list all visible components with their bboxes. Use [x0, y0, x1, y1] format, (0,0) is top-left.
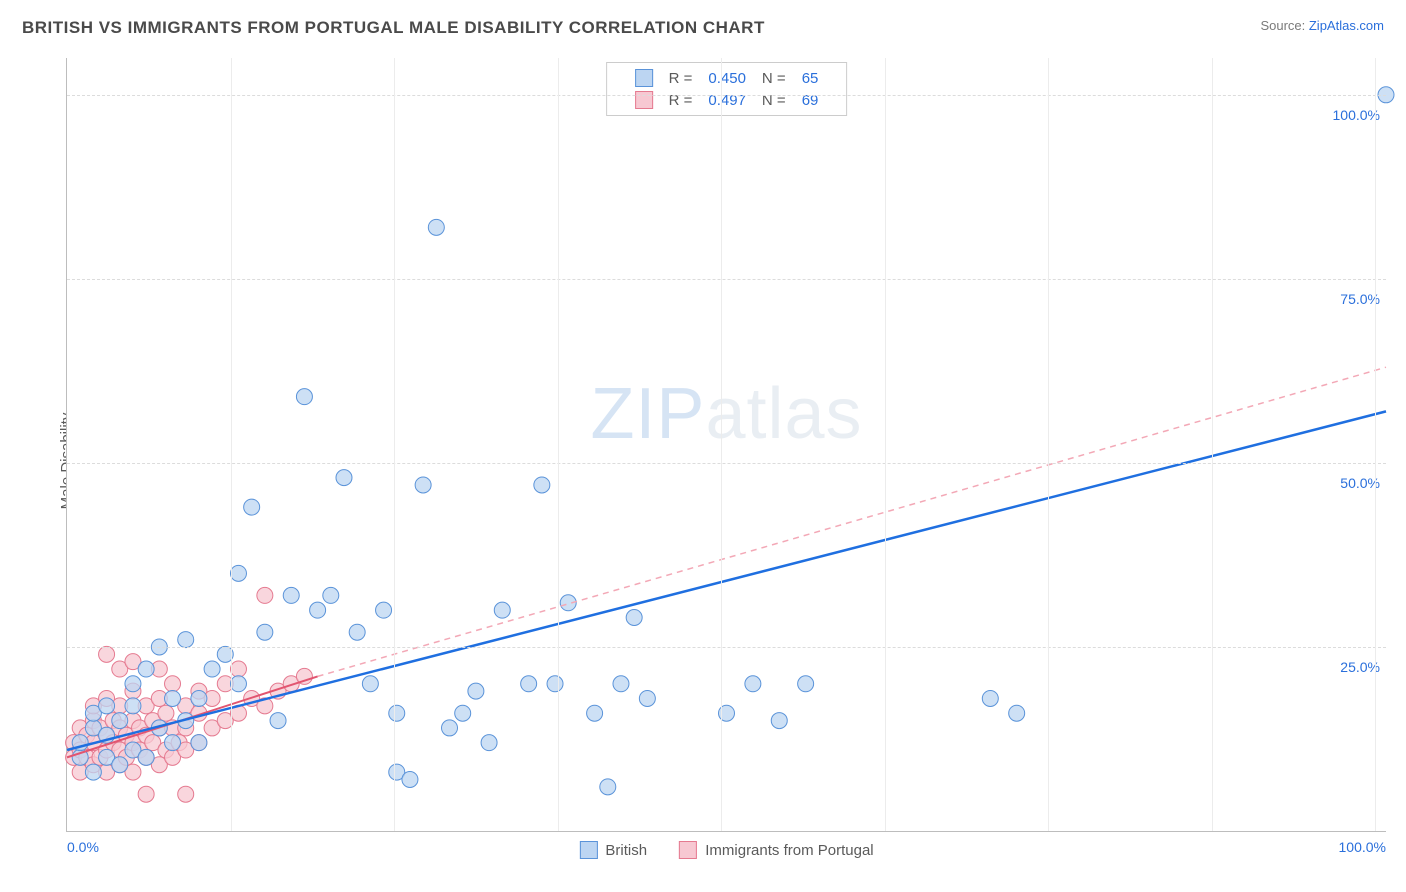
- source-credit: Source: ZipAtlas.com: [1260, 18, 1384, 38]
- plot-area: ZIPatlas R = 0.450 N = 65 R = 0.497 N = …: [66, 58, 1386, 832]
- n-label: N =: [754, 67, 794, 89]
- legend-label-british: British: [605, 842, 647, 859]
- legend-swatch-british: [579, 841, 597, 859]
- r-value-british: 0.450: [700, 67, 754, 89]
- r-label: R =: [661, 89, 701, 111]
- r-label: R =: [661, 67, 701, 89]
- source-prefix: Source:: [1260, 18, 1308, 33]
- x-tick-label: 100.0%: [1339, 839, 1386, 855]
- legend-swatch-british: [635, 69, 653, 87]
- y-tick-label: 50.0%: [1340, 475, 1380, 491]
- legend-swatch-portugal: [635, 91, 653, 109]
- n-value-portugal: 69: [794, 89, 827, 111]
- y-tick-label: 75.0%: [1340, 291, 1380, 307]
- legend-swatch-portugal: [679, 841, 697, 859]
- r-value-portugal: 0.497: [700, 89, 754, 111]
- plot-svg: [67, 58, 1386, 831]
- y-tick-label: 100.0%: [1333, 107, 1380, 123]
- chart-container: Male Disability ZIPatlas R = 0.450 N = 6…: [20, 48, 1386, 874]
- legend-series: British Immigrants from Portugal: [565, 841, 887, 863]
- n-value-british: 65: [794, 67, 827, 89]
- legend-label-portugal: Immigrants from Portugal: [705, 842, 873, 859]
- source-link[interactable]: ZipAtlas.com: [1309, 18, 1384, 33]
- legend-stats: R = 0.450 N = 65 R = 0.497 N = 69: [606, 62, 848, 116]
- n-label: N =: [754, 89, 794, 111]
- chart-title: BRITISH VS IMMIGRANTS FROM PORTUGAL MALE…: [22, 18, 765, 38]
- x-tick-label: 0.0%: [67, 839, 99, 855]
- y-tick-label: 25.0%: [1340, 659, 1380, 675]
